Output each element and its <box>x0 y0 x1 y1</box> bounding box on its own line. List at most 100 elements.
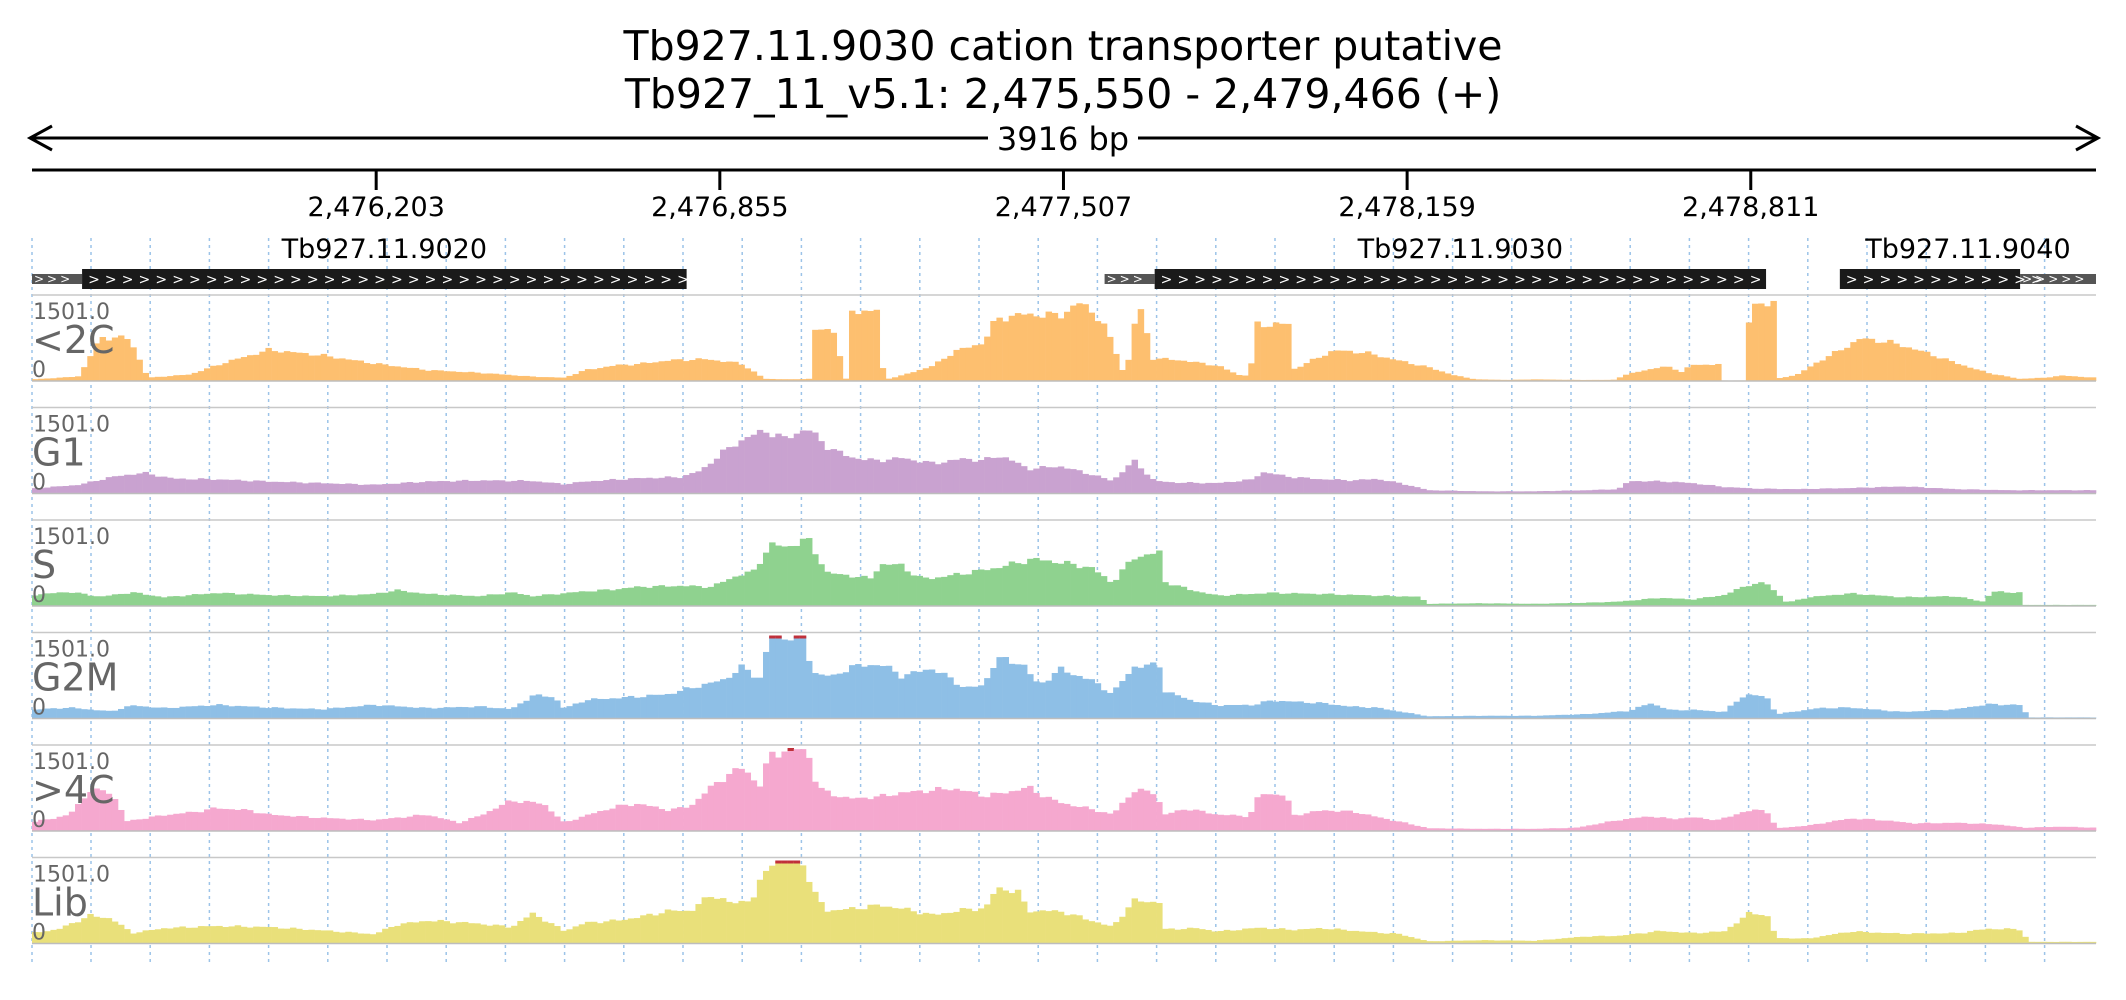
coverage-bar <box>1457 940 1464 944</box>
coverage-bar <box>369 484 377 494</box>
coverage-bar <box>443 595 451 606</box>
coverage-bar <box>1401 822 1409 831</box>
coverage-bar <box>1874 932 1882 944</box>
coverage-bar <box>185 706 193 719</box>
coverage-bar <box>1365 707 1372 719</box>
coverage-bar <box>1045 796 1053 831</box>
coverage-bar <box>2010 490 2017 494</box>
coverage-bar <box>1469 491 1476 494</box>
coverage-bar <box>32 488 39 494</box>
coverage-bar <box>597 810 604 831</box>
coverage-bar <box>1303 593 1311 606</box>
coverage-bar <box>480 595 487 606</box>
coverage-bar <box>406 922 414 944</box>
coverage-bar <box>1543 491 1550 494</box>
coverage-bar <box>1666 598 1673 606</box>
coverage-bar <box>1653 817 1661 831</box>
coverage-bar <box>566 375 573 381</box>
coverage-bar <box>922 793 930 831</box>
coverage-bar <box>1236 930 1243 944</box>
track-label: <2C <box>32 318 115 362</box>
coverage-bar <box>984 570 991 606</box>
span-arrow-left-head <box>26 124 53 152</box>
coverage-bar <box>1745 694 1753 719</box>
coverage-bar <box>1156 481 1163 494</box>
coverage-bar <box>1936 358 1943 381</box>
coverage-bar <box>1371 354 1378 381</box>
coverage-bar <box>554 594 561 606</box>
coverage-bar <box>572 482 580 494</box>
coverage-bar <box>1358 479 1366 494</box>
coverage-bar <box>664 909 672 944</box>
coverage-bar <box>216 365 223 381</box>
coverage-bar <box>2040 490 2048 494</box>
coverage-bar <box>240 594 248 606</box>
coverage-bar <box>799 538 807 606</box>
coverage-bar <box>1008 460 1016 494</box>
coverage-bar <box>1266 473 1274 494</box>
coverage-bar <box>1475 491 1483 494</box>
coverage-bar <box>591 480 598 494</box>
coverage-bar <box>756 786 764 831</box>
coverage-bar <box>916 462 924 494</box>
coverage-bar <box>1414 825 1421 831</box>
coverage-bar <box>1930 709 1937 719</box>
coverage-bar <box>1076 568 1083 606</box>
coverage-bar <box>1334 350 1341 381</box>
coverage-bar <box>1432 941 1440 944</box>
coverage-bar <box>1715 711 1722 719</box>
coverage-bar <box>2028 490 2035 494</box>
coverage-bar <box>806 538 813 606</box>
coverage-bar <box>1954 596 1962 606</box>
coverage-bar <box>271 481 279 494</box>
coverage-bar <box>1174 483 1182 494</box>
coverage-bar <box>965 458 973 494</box>
coverage-bar <box>1954 708 1962 719</box>
coverage-bar <box>1328 351 1335 381</box>
coverage-bar <box>1039 466 1046 494</box>
coverage-bar <box>1948 932 1956 944</box>
coverage-bar <box>1322 479 1329 494</box>
coverage-bar <box>173 375 180 381</box>
coverage-bar <box>769 636 776 719</box>
coverage-bar <box>167 814 174 831</box>
coverage-bar <box>148 595 156 606</box>
coverage-bar <box>1199 362 1206 381</box>
coverage-bar <box>1954 822 1962 831</box>
coverage-bar <box>474 706 481 719</box>
coverage-bar <box>204 926 211 944</box>
coverage-bar <box>148 707 156 719</box>
coverage-bar <box>959 908 967 944</box>
coverage-bar <box>1549 939 1556 944</box>
coverage-bar <box>1285 593 1292 606</box>
coverage-bar <box>2046 827 2054 831</box>
coverage-bar <box>498 804 506 831</box>
y-max-label: 1501.0 <box>33 863 110 888</box>
coverage-bar <box>81 483 88 494</box>
coverage-bar <box>1064 560 1071 606</box>
coverage-bar <box>560 484 567 494</box>
gene-utr-arrows: >>> <box>1107 272 1146 286</box>
coverage-bar <box>664 693 672 719</box>
coverage-bar <box>449 707 457 719</box>
coverage-bar <box>1334 811 1341 831</box>
coverage-bar <box>62 815 70 831</box>
coverage-bar <box>640 915 647 944</box>
coverage-bar <box>1408 713 1415 719</box>
coverage-bar <box>56 816 64 831</box>
coverage-bar <box>130 474 137 494</box>
coverage-bar <box>1506 828 1513 831</box>
coverage-bar <box>1610 601 1618 606</box>
coverage-bar <box>406 592 414 606</box>
coverage-bar <box>885 378 893 381</box>
coverage-bar <box>922 460 930 494</box>
coverage-bar <box>1303 928 1311 944</box>
coverage-bar <box>775 757 782 831</box>
coverage-bar <box>1408 937 1415 944</box>
coverage-bar <box>283 815 291 831</box>
coverage-bar <box>2077 827 2085 831</box>
coverage-bar <box>849 310 856 381</box>
coverage-bar <box>296 815 303 831</box>
coverage-bar <box>720 782 727 831</box>
coverage-bar <box>1205 482 1212 494</box>
